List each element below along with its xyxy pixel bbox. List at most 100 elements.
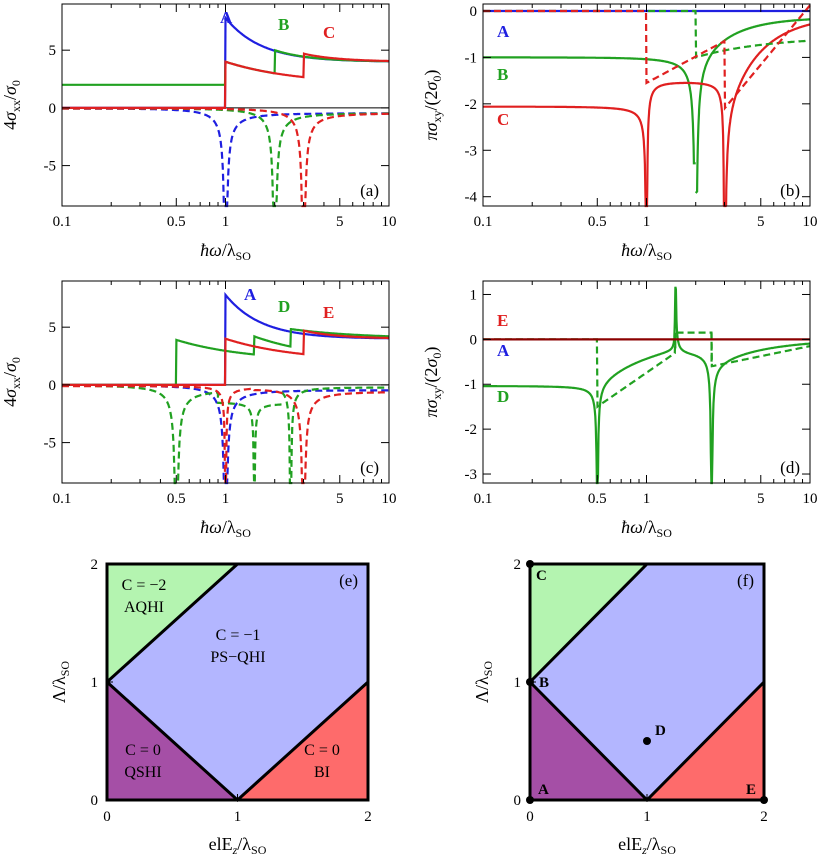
line-E-im [62, 385, 389, 485]
x-axis-label: elEz/λSO [618, 834, 676, 857]
x-tick-label: 0.5 [588, 491, 607, 507]
line-B-re-hi [694, 18, 810, 194]
y-tick-label: -1 [465, 50, 478, 66]
y-tick-label: 5 [49, 320, 57, 336]
line-B-im [62, 107, 389, 208]
region-label: C = 0 [304, 742, 340, 759]
panel-label: (b) [780, 181, 800, 200]
region-label: QSHI [124, 764, 161, 781]
x-axis-label: elEz/λSO [209, 834, 267, 857]
y-axis-label: Λ/λSO [49, 661, 72, 703]
x-tick-label: 2 [364, 809, 372, 825]
region-label: C = 0 [125, 742, 161, 759]
panel-label: (c) [360, 458, 379, 477]
panel-label: (d) [780, 458, 800, 477]
region-label: C = −1 [216, 627, 261, 644]
plot-panel: A B C 0.1 0.5 1 5 10 -5 0 5 ħω/λSO 4σxx/σ0 (a) [0, 3, 397, 263]
line-C-re-lo [483, 105, 647, 208]
x-tick-label: 5 [336, 491, 344, 507]
y-tick-label: 0 [49, 101, 57, 117]
x-tick-label: 0.1 [474, 491, 493, 507]
x-tick-label: 0.1 [53, 491, 72, 507]
series-label-B: B [497, 65, 508, 84]
y-tick-label: 1 [470, 287, 478, 303]
point-D [643, 737, 651, 745]
region-label: PS−QHI [210, 649, 265, 666]
line-C-re [62, 52, 389, 109]
line-D-im [62, 384, 282, 485]
series-label-E: E [497, 311, 508, 330]
x-tick-label: 0.5 [167, 214, 186, 230]
point-label-E: E [746, 782, 756, 798]
y-axis-label: 4σxx/σ0 [0, 357, 23, 407]
x-tick-label: 10 [382, 214, 397, 230]
x-tick-label: 10 [803, 491, 818, 507]
line-D-im2 [280, 386, 389, 485]
x-tick-label: 5 [757, 214, 765, 230]
y-axis-label: πσxy/(2σ0) [421, 347, 444, 418]
point-B [526, 678, 534, 686]
series-label-A: A [497, 22, 510, 41]
point-label-B: B [539, 675, 549, 691]
region-label: BI [314, 764, 330, 781]
y-tick-label: 5 [49, 43, 57, 59]
series-label-C: C [497, 110, 509, 129]
x-tick-label: 0 [526, 809, 534, 825]
x-tick-label: 1 [643, 491, 651, 507]
series-label-C: C [323, 23, 335, 42]
point-label-D: D [655, 723, 666, 739]
x-tick-label: 0.5 [588, 214, 607, 230]
series-label-A: A [244, 285, 257, 304]
y-tick-label: 0 [514, 793, 522, 809]
y-tick-label: -2 [465, 97, 478, 113]
series-label-A: A [220, 8, 233, 27]
y-tick-label: -4 [465, 190, 478, 206]
y-tick-label: -3 [465, 143, 478, 159]
x-axis-label: ħω/λSO [621, 240, 672, 263]
plot-frame [482, 280, 811, 484]
plot-panel: A B C 0.1 0.5 1 5 10 0 -1 -2 -3 -4 ħω/λSO πσxy/(2σ0) (b… [421, 3, 818, 263]
y-tick-label: -5 [44, 159, 57, 175]
line-D-re [483, 286, 810, 485]
line-D-im [483, 331, 811, 409]
phase-panel: 00 1 1 2 2 elEz/λSO Λ/λSO (e) C = −2 AQHI C = −1 PS… [49, 557, 372, 857]
line-E-re [62, 329, 389, 386]
y-tick-label: 2 [91, 557, 99, 573]
y-tick-label: -2 [465, 422, 478, 438]
x-tick-label: 1 [222, 214, 230, 230]
y-tick-label: 0 [91, 793, 99, 809]
series-label-D: D [497, 387, 509, 406]
series-label-E: E [323, 303, 334, 322]
point-E [760, 796, 768, 804]
x-tick-label: 1 [222, 491, 230, 507]
point-label-C: C [536, 568, 547, 584]
line-A-im [62, 107, 389, 208]
y-axis-label: πσxy/(2σ0) [421, 70, 444, 141]
y-tick-label: -3 [465, 467, 478, 483]
x-tick-label: 5 [757, 491, 765, 507]
panel-label: (a) [360, 181, 379, 200]
series-label-D: D [278, 297, 290, 316]
x-tick-label: 1 [643, 809, 651, 825]
x-tick-label: 0 [103, 809, 111, 825]
line-C-re-hi [645, 23, 811, 208]
y-tick-label: 2 [514, 557, 522, 573]
point-label-A: A [538, 782, 549, 798]
region-label: C = −2 [122, 577, 167, 594]
series-label-B: B [278, 15, 289, 34]
y-tick-label: 0 [470, 332, 478, 348]
line-B-im [483, 9, 810, 59]
plot-panel: A D E 0.1 0.5 1 5 10 -5 0 5 ħω/λSO 4σxx/σ0 (c) [0, 280, 397, 540]
y-axis-label: 4σxx/σ0 [0, 80, 23, 130]
x-tick-label: 10 [803, 214, 818, 230]
x-tick-label: 0.5 [167, 491, 186, 507]
line-C-im [483, 4, 811, 111]
phase-panel: 00 1 1 2 2 elEz/λSO Λ/λSO (f) A B C D E [472, 557, 768, 857]
line-C-im [62, 107, 389, 208]
x-axis-label: ħω/λSO [200, 240, 251, 263]
x-tick-label: 1 [234, 809, 242, 825]
panel-label: (e) [339, 571, 358, 590]
y-tick-label: 1 [514, 675, 522, 691]
